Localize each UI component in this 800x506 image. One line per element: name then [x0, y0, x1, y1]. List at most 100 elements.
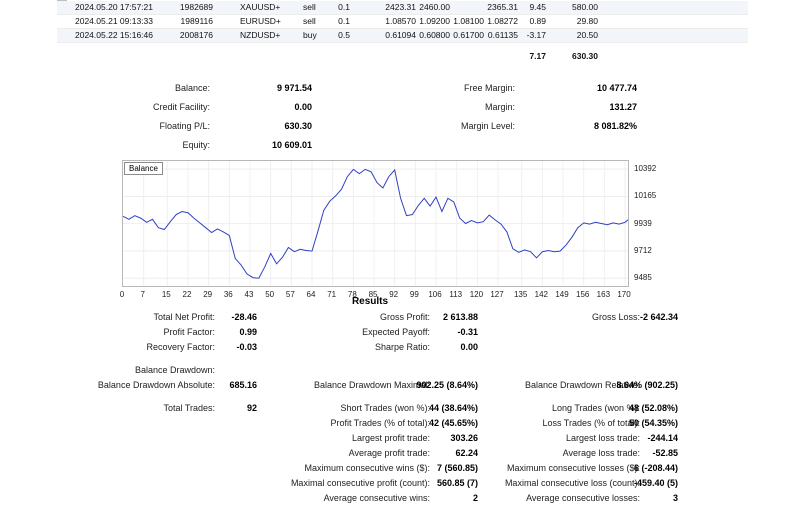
result-label: Gross Loss: — [591, 312, 640, 322]
cell-type: buy — [303, 30, 317, 40]
y-tick-label: 9939 — [634, 218, 652, 228]
result-value: 6 (-208.44) — [633, 463, 678, 473]
result-value: -28.46 — [231, 312, 257, 322]
results-row: Average consecutive wins: 2 Average consec… — [0, 491, 800, 506]
cell-close_price: 1.08272 — [487, 16, 518, 26]
x-tick-label: 15 — [161, 290, 171, 299]
chart-legend: Balance — [124, 162, 163, 175]
result-label: Balance Drawdown Absolute: — [97, 380, 215, 390]
result-label: Balance Drawdown Relative: — [524, 380, 640, 390]
cell-swap: 9.45 — [529, 2, 546, 12]
margin-value: 131.27 — [609, 102, 637, 112]
cell-price: 2423.31 — [385, 2, 416, 12]
trade-row[interactable]: 2024.05.20 17:57:21 1982689 XAUUSD+ sell 0.1… — [57, 1, 748, 15]
y-tick-label: 10165 — [634, 191, 657, 201]
cell-swap: -3.17 — [526, 30, 546, 40]
result-value: 50 (54.35%) — [628, 418, 678, 428]
cell-time: 2024.05.21 09:13:33 — [75, 16, 153, 26]
balance-value: 9 971.54 — [276, 83, 312, 93]
result-label: Total Trades: — [163, 403, 215, 413]
x-tick-label: 106 — [428, 290, 442, 299]
result-label: Largest profit trade: — [351, 433, 430, 443]
results-title: Results — [351, 296, 389, 307]
result-label: Long Trades (won %): — [551, 403, 640, 413]
x-tick-label: 156 — [576, 290, 590, 299]
result-label: Average loss trade: — [562, 448, 640, 458]
cell-time: 2024.05.20 17:57:21 — [75, 2, 153, 12]
result-label: Short Trades (won %): — [340, 403, 430, 413]
results-row: Balance Drawdown Absolute: 685.16 Balance … — [0, 378, 800, 393]
result-value: 44 (38.64%) — [428, 403, 478, 413]
result-value: 0.00 — [460, 342, 478, 352]
chart-plot-area: Balance — [122, 160, 629, 287]
summary-row: Credit Facility: 0.00 Margin: 131.27 — [0, 101, 800, 113]
y-tick-label: 9712 — [634, 245, 652, 255]
results-row: Largest profit trade: 303.26 Largest loss … — [0, 431, 800, 446]
cell-type: sell — [303, 16, 316, 26]
cell-volume: 0.1 — [338, 16, 350, 26]
result-value: 560.85 (7) — [436, 478, 478, 488]
result-label: Maximum consecutive wins ($): — [304, 463, 430, 473]
results-rows: Total Net Profit: -28.46 Gross Profit: 2 61… — [0, 310, 800, 506]
cell-ticket: 1982689 — [179, 2, 213, 12]
result-value: 92 — [246, 403, 257, 413]
result-value: -52.85 — [652, 448, 678, 458]
result-value: -0.31 — [457, 327, 478, 337]
summary-row: Floating P/L: 630.30 Margin Level: 8 081… — [0, 120, 800, 132]
x-tick-label: 163 — [596, 290, 611, 299]
result-value: 902.25 (8.64%) — [416, 380, 478, 390]
results-row: Maximal consecutive profit (count): 560.8… — [0, 476, 800, 491]
trade-row[interactable]: 2024.05.22 15:16:46 2008176 NZDUSD+ buy 0.5 0… — [57, 29, 748, 43]
result-label: Total Net Profit: — [153, 312, 215, 322]
cell-sl: 1.09200 — [419, 16, 450, 26]
cell-symbol: XAUUSD+ — [240, 2, 281, 12]
cell-price: 0.61094 — [385, 30, 416, 40]
result-value: 8.64% (902.25) — [616, 380, 678, 390]
trade-row[interactable]: 2024.05.21 09:13:33 1989116 EURUSD+ sell 0.1… — [57, 15, 748, 29]
cell-symbol: NZDUSD+ — [240, 30, 281, 40]
cell-sl: 0.60800 — [419, 30, 450, 40]
result-label: Loss Trades (% of total): — [542, 418, 640, 428]
result-value: 2 613.88 — [442, 312, 478, 322]
margin-label: Margin: — [484, 102, 515, 112]
result-value: 2 — [472, 493, 478, 503]
result-label: Recovery Factor: — [146, 342, 215, 352]
x-tick-label: 170 — [617, 290, 631, 299]
x-tick-label: 64 — [306, 290, 316, 299]
x-tick-label: 120 — [469, 290, 484, 299]
x-tick-label: 78 — [347, 290, 357, 299]
result-label: Profit Factor: — [163, 327, 215, 337]
margin-level-label: Margin Level: — [460, 121, 515, 131]
result-value: 62.24 — [455, 448, 478, 458]
cell-price: 1.08570 — [385, 16, 416, 26]
result-value: 3 — [672, 493, 678, 503]
results-row: Average profit trade: 62.24 Average loss t… — [0, 446, 800, 461]
equity-label: Equity: — [182, 140, 210, 150]
result-label: Maximum consecutive losses ($): — [506, 463, 640, 473]
cell-volume: 0.1 — [338, 2, 350, 12]
cell-swap: 0.89 — [529, 16, 546, 26]
result-value: 7 (560.85) — [436, 463, 478, 473]
cell-time: 2024.05.22 15:16:46 — [75, 30, 153, 40]
balance-chart: Balance 10392 10165 9939 9712 9485 0 7 15 22 29 3… — [120, 160, 702, 305]
x-tick-label: 43 — [244, 290, 254, 299]
cell-close_price: 2365.31 — [487, 2, 518, 12]
result-label: Expected Payoff: — [362, 327, 430, 337]
credit-facility-value: 0.00 — [294, 102, 312, 112]
result-label: Profit Trades (% of total): — [330, 418, 430, 428]
x-tick-label: 85 — [368, 290, 378, 299]
result-label: Maximal consecutive profit (count): — [290, 478, 430, 488]
result-value: -244.14 — [647, 433, 678, 443]
result-label: Balance Drawdown: — [134, 365, 215, 375]
result-label: Largest loss trade: — [565, 433, 640, 443]
result-value: 685.16 — [229, 380, 257, 390]
y-tick-label: 9485 — [634, 273, 652, 283]
x-tick-label: 92 — [389, 290, 399, 299]
results-spacer — [0, 355, 800, 363]
cell-sl: 2460.00 — [419, 2, 450, 12]
free-margin-label: Free Margin: — [463, 83, 515, 93]
results-spacer — [0, 393, 800, 401]
results-section: Total Net Profit: -28.46 Gross Profit: 2 61… — [0, 310, 800, 506]
cell-tp: 1.08100 — [453, 16, 484, 26]
cell-ticket: 2008176 — [179, 30, 213, 40]
